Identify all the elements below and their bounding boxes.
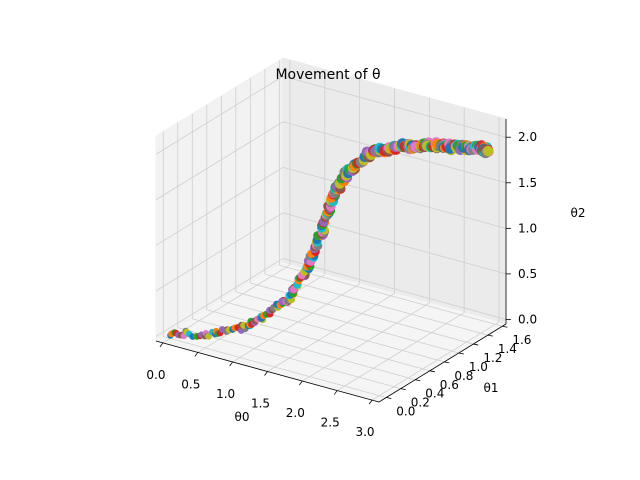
z-gridline-back (282, 75, 507, 138)
y-tick (415, 379, 421, 382)
z-gridline-back (282, 166, 507, 229)
z-gridline-left (155, 75, 284, 155)
x-gridline-floor (267, 293, 395, 372)
y-tick-label: 0.4 (425, 387, 444, 401)
x-tick-label: 1.0 (216, 387, 235, 401)
z-gridline-left (155, 121, 284, 201)
x-gridline-floor (302, 302, 430, 382)
y-tick (458, 352, 464, 355)
y-tick-label: 0.8 (454, 369, 473, 383)
chart-title: Movement of θ (275, 67, 380, 83)
scatter-points (167, 137, 494, 340)
x-tick-label: 1.5 (251, 397, 270, 411)
y-tick-label: 1.4 (498, 342, 517, 356)
x-gridline-floor (232, 283, 360, 363)
y-tick-label: 0.6 (440, 378, 459, 392)
z-tick-label: 2.0 (518, 130, 537, 144)
y-axis-label: θ1 (484, 381, 499, 395)
z-tick-label: 1.0 (518, 221, 537, 235)
x-gridline-floor (336, 312, 465, 391)
z-axis-label: θ2 (571, 206, 586, 220)
axes-ticks: 0.00.51.01.52.02.53.00.00.20.40.60.81.01… (146, 130, 537, 439)
x-tick (333, 390, 338, 395)
z-tick-label: 1.5 (518, 176, 537, 190)
x-axis-label: θ0 (235, 410, 250, 424)
x-tick-label: 3.0 (355, 425, 374, 439)
y-tick-label: 1.0 (469, 360, 488, 374)
z-tick-label: 0.5 (518, 267, 537, 281)
x-tick (299, 380, 303, 386)
y-tick (487, 334, 493, 337)
y-axis-line (378, 323, 507, 403)
scatter-point (482, 145, 494, 157)
y-tick (429, 370, 435, 373)
x-tick-label: 0.5 (181, 377, 200, 391)
x-tick-label: 2.0 (286, 406, 305, 420)
y-gridline-floor (235, 291, 459, 354)
x-tick (229, 361, 233, 367)
y-gridline-floor (221, 300, 445, 363)
y-gridline-floor (264, 273, 488, 336)
y-gridline-floor (206, 309, 430, 372)
z-gridline-left (155, 212, 284, 292)
x-tick (368, 399, 373, 405)
z-gridline-back (282, 258, 507, 320)
y-tick-label: 1.6 (512, 333, 531, 347)
x-gridline-floor (371, 321, 500, 401)
z-tick-label: 0.0 (518, 312, 537, 326)
z-gridline-left (155, 166, 284, 246)
axes-gridlines (155, 59, 507, 401)
y-tick (386, 397, 392, 399)
y-tick-label: 1.2 (483, 351, 502, 365)
x-tick-label: 0.0 (146, 368, 165, 382)
y-gridline-floor (279, 264, 503, 327)
x-tick (194, 352, 199, 357)
y-tick (444, 361, 450, 364)
y-tick-label: 0.2 (411, 396, 430, 410)
y-tick-label: 0.0 (396, 405, 415, 419)
x-tick-label: 2.5 (321, 416, 340, 430)
z-gridline-left (155, 258, 284, 337)
y-tick (400, 388, 406, 391)
y-gridline-floor (163, 336, 387, 398)
y-tick (502, 325, 508, 328)
y-tick (473, 343, 479, 346)
y-gridline-floor (177, 327, 401, 390)
x-tick (264, 371, 268, 376)
x-tick (159, 342, 164, 348)
